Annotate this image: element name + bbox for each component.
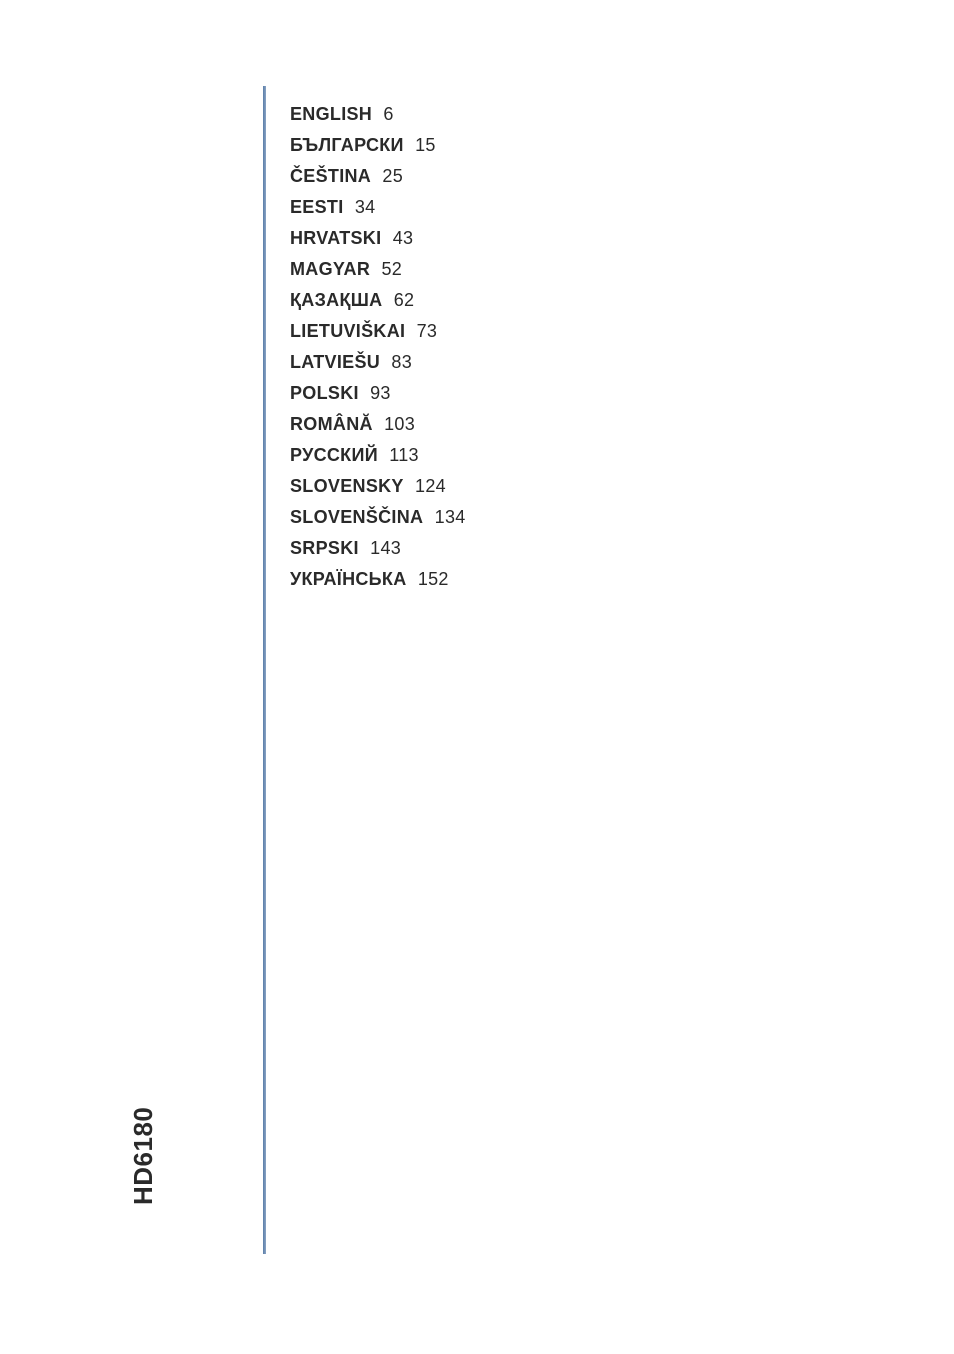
toc-page-number: 143	[370, 538, 401, 558]
toc-language: БЪЛГАРСКИ	[290, 135, 404, 155]
toc-language: SRPSKI	[290, 538, 359, 558]
toc-entry: ROMÂNĂ 103	[290, 414, 874, 435]
toc-language: EESTI	[290, 197, 344, 217]
toc-page-number: 93	[370, 383, 391, 403]
toc-language: SLOVENŠČINA	[290, 507, 423, 527]
toc-entry: EESTI 34	[290, 197, 874, 218]
table-of-contents: ENGLISH 6 БЪЛГАРСКИ 15 ČEŠTINA 25 EESTI …	[290, 104, 874, 600]
toc-page-number: 83	[391, 352, 412, 372]
toc-language: ҚАЗАҚША	[290, 290, 382, 310]
toc-entry: LIETUVIŠKAI 73	[290, 321, 874, 342]
toc-entry: POLSKI 93	[290, 383, 874, 404]
toc-language: ČEŠTINA	[290, 166, 371, 186]
toc-language: HRVATSKI	[290, 228, 381, 248]
vertical-rule	[263, 86, 266, 1254]
toc-page-number: 134	[435, 507, 466, 527]
toc-entry: РУССКИЙ 113	[290, 445, 874, 466]
toc-page-number: 73	[417, 321, 438, 341]
toc-entry: УКРАЇНСЬКА 152	[290, 569, 874, 590]
model-code: HD6180	[128, 1107, 159, 1205]
toc-language: MAGYAR	[290, 259, 370, 279]
toc-entry: LATVIEŠU 83	[290, 352, 874, 373]
toc-page-number: 113	[389, 445, 419, 465]
toc-page-number: 34	[355, 197, 376, 217]
toc-language: LIETUVIŠKAI	[290, 321, 405, 341]
toc-page-number: 152	[418, 569, 449, 589]
toc-page-number: 15	[415, 135, 436, 155]
toc-entry: SLOVENŠČINA 134	[290, 507, 874, 528]
toc-entry: HRVATSKI 43	[290, 228, 874, 249]
toc-page-number: 62	[394, 290, 415, 310]
toc-page-number: 43	[393, 228, 414, 248]
toc-language: УКРАЇНСЬКА	[290, 569, 407, 589]
toc-language: ROMÂNĂ	[290, 414, 373, 434]
toc-page-number: 52	[381, 259, 402, 279]
toc-entry: MAGYAR 52	[290, 259, 874, 280]
toc-page-number: 25	[382, 166, 403, 186]
toc-language: SLOVENSKY	[290, 476, 404, 496]
toc-entry: SLOVENSKY 124	[290, 476, 874, 497]
toc-language: LATVIEŠU	[290, 352, 380, 372]
toc-page-number: 124	[415, 476, 446, 496]
toc-entry: ENGLISH 6	[290, 104, 874, 125]
toc-entry: БЪЛГАРСКИ 15	[290, 135, 874, 156]
toc-page-number: 103	[384, 414, 415, 434]
toc-entry: ҚАЗАҚША 62	[290, 290, 874, 311]
toc-page-number: 6	[383, 104, 393, 124]
toc-language: ENGLISH	[290, 104, 372, 124]
document-page: ENGLISH 6 БЪЛГАРСКИ 15 ČEŠTINA 25 EESTI …	[0, 0, 954, 1354]
toc-entry: ČEŠTINA 25	[290, 166, 874, 187]
toc-entry: SRPSKI 143	[290, 538, 874, 559]
toc-language: POLSKI	[290, 383, 359, 403]
toc-language: РУССКИЙ	[290, 445, 378, 465]
